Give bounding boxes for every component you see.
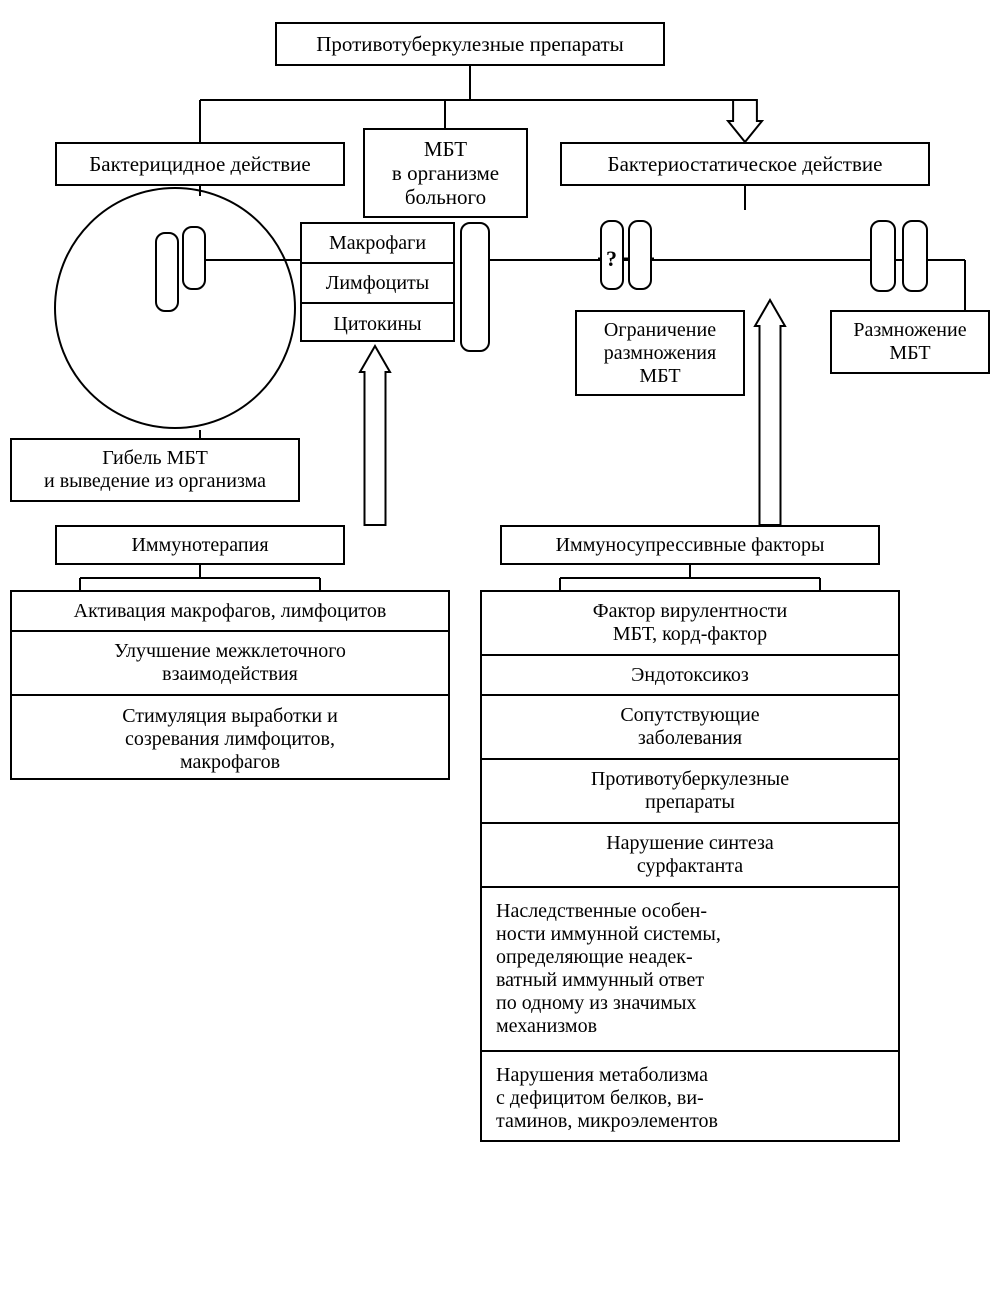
pill-right-a [870, 220, 896, 292]
label-immunosup-title: Иммуносупрессивные факторы [556, 534, 825, 557]
immunosup-row: Наследственные особен-ности иммунной сис… [482, 888, 898, 1052]
label-cytokines: Цитокины [333, 313, 421, 336]
node-bacteriostatic: Бактериостатическое действие [560, 142, 930, 186]
node-mbt-in-body: МБТв организмебольного [363, 128, 528, 218]
immunosup-row: Эндотоксикоз [482, 656, 898, 696]
node-death-label: Гибель МБТи выведение из организма [44, 447, 266, 493]
pill-left-a [155, 232, 179, 312]
immunother-row: Улучшение межклеточноговзаимодействия [12, 632, 448, 696]
diagram-stage: Противотуберкулезные препараты Бактерици… [0, 0, 1006, 1292]
node-restriction: ОграничениеразмноженияМБТ [575, 310, 745, 396]
pill-mid-b [628, 220, 652, 290]
pill-left-b [182, 226, 206, 290]
node-reproduction: РазмножениеМБТ [830, 310, 990, 374]
row-lymphocytes: Лимфоциты [302, 264, 453, 304]
question-mark: ? [606, 246, 617, 272]
node-root-label: Противотуберкулезные препараты [316, 32, 624, 56]
node-death: Гибель МБТи выведение из организма [10, 438, 300, 502]
pill-side [460, 222, 490, 352]
node-bacteriostatic-label: Бактериостатическое действие [608, 152, 883, 176]
label-immunotherapy-title: Иммунотерапия [131, 534, 268, 557]
label-lymphocytes: Лимфоциты [326, 272, 429, 295]
node-immunotherapy-title: Иммунотерапия [55, 525, 345, 565]
question-mark-label: ? [606, 246, 617, 271]
node-immunosup-title: Иммуносупрессивные факторы [500, 525, 880, 565]
immunosup-row: Нарушения метаболизмас дефицитом белков,… [482, 1052, 898, 1144]
node-bactericidal-label: Бактерицидное действие [89, 152, 310, 176]
node-immune-cells: Макрофаги Лимфоциты Цитокины [300, 222, 455, 342]
immunother-row: Активация макрофагов, лимфоцитов [12, 592, 448, 632]
node-immunosup-stack: Фактор вирулентностиМБТ, корд-факторЭндо… [480, 590, 900, 1142]
node-immunotherapy-stack: Активация макрофагов, лимфоцитовУлучшени… [10, 590, 450, 780]
immunosup-row: Противотуберкулезныепрепараты [482, 760, 898, 824]
row-cytokines: Цитокины [302, 304, 453, 344]
node-reproduction-label: РазмножениеМБТ [853, 319, 966, 365]
node-mbt-label: МБТв организмебольного [392, 137, 499, 209]
node-root: Противотуберкулезные препараты [275, 22, 665, 66]
pill-right-b [902, 220, 928, 292]
immunosup-row: Нарушение синтезасурфактанта [482, 824, 898, 888]
row-macrophages: Макрофаги [302, 224, 453, 264]
immunother-row: Стимуляция выработки исозревания лимфоци… [12, 696, 448, 782]
node-restriction-label: ОграничениеразмноженияМБТ [604, 319, 716, 388]
immunosup-row: Фактор вирулентностиМБТ, корд-фактор [482, 592, 898, 656]
label-macrophages: Макрофаги [329, 232, 426, 255]
node-bactericidal: Бактерицидное действие [55, 142, 345, 186]
immunosup-row: Сопутствующиезаболевания [482, 696, 898, 760]
